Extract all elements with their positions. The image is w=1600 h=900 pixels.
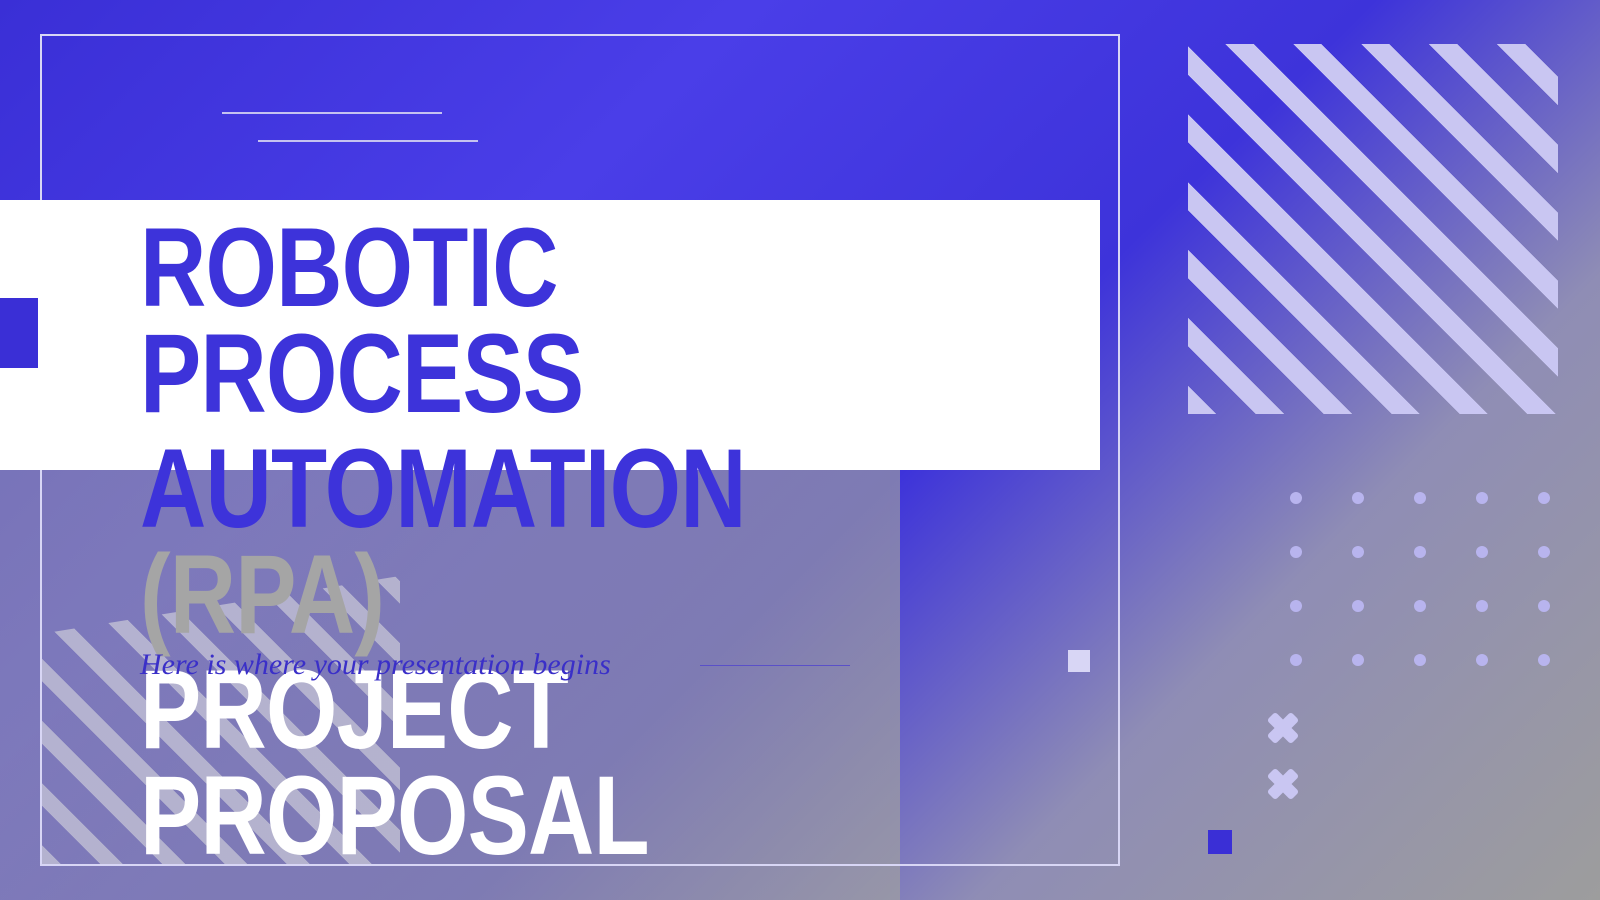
dot-icon: [1476, 654, 1488, 666]
dot-icon: [1414, 600, 1426, 612]
dot-icon: [1414, 546, 1426, 558]
cross-group: [1266, 710, 1300, 822]
dot-icon: [1290, 546, 1302, 558]
dot-icon: [1476, 546, 1488, 558]
slide: ROBOTIC PROCESS AUTOMATION (RPA) PROJECT…: [0, 0, 1600, 900]
title-line-3: PROJECT PROPOSAL: [140, 657, 927, 870]
title-line-1: ROBOTIC PROCESS: [140, 215, 927, 428]
dot-icon: [1476, 600, 1488, 612]
title-line-2b: (RPA): [140, 532, 384, 657]
title-line-2: AUTOMATION (RPA): [140, 436, 927, 649]
accent-square: [0, 298, 38, 368]
dot-icon: [1352, 546, 1364, 558]
diagonal-stripes-top-right: [1188, 44, 1558, 414]
accent-square: [1068, 650, 1090, 672]
subtitle-text: Here is where your presentation begins: [140, 648, 611, 682]
dot-icon: [1476, 492, 1488, 504]
dot-icon: [1538, 546, 1550, 558]
accent-square: [1208, 830, 1232, 854]
dot-icon: [1290, 492, 1302, 504]
dot-icon: [1538, 654, 1550, 666]
dot-icon: [1414, 492, 1426, 504]
dot-icon: [1538, 600, 1550, 612]
dot-icon: [1414, 654, 1426, 666]
title-block: ROBOTIC PROCESS AUTOMATION (RPA) PROJECT…: [140, 215, 1100, 869]
dot-icon: [1352, 492, 1364, 504]
cross-icon: [1266, 710, 1300, 744]
cross-icon: [1266, 766, 1300, 800]
decor-line: [222, 112, 442, 114]
subtitle-underline: [700, 665, 850, 666]
dot-icon: [1290, 654, 1302, 666]
dot-grid: [1290, 492, 1550, 666]
decor-line: [258, 140, 478, 142]
dot-icon: [1352, 600, 1364, 612]
dot-icon: [1290, 600, 1302, 612]
dot-icon: [1538, 492, 1550, 504]
dot-icon: [1352, 654, 1364, 666]
